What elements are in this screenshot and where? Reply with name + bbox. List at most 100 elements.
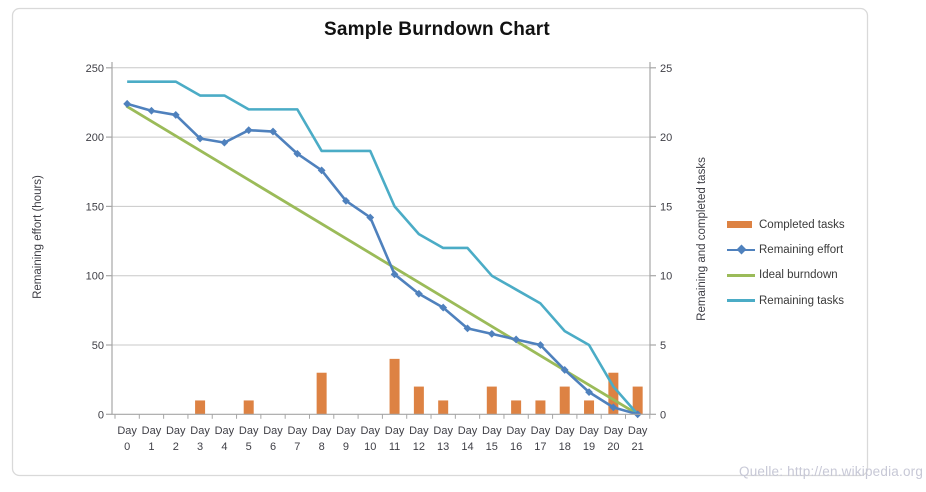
completed-tasks-bar — [389, 358, 400, 415]
legend-diamond-marker — [736, 244, 746, 255]
completed-tasks-bar — [608, 372, 619, 415]
x-axis-label: 15 — [486, 441, 498, 453]
x-axis-label: Day — [117, 425, 137, 437]
x-axis-label: Day — [433, 425, 453, 437]
remaining-effort-marker — [609, 403, 618, 412]
legend: Completed tasks Remaining effort Ideal bur… — [727, 212, 845, 313]
legend-label: Completed tasks — [759, 218, 845, 231]
legend-item-remaining-tasks: Remaining tasks — [727, 288, 845, 313]
x-axis-label: 18 — [559, 441, 571, 453]
x-axis-label: 2 — [173, 441, 179, 453]
x-axis-label: Day — [579, 425, 599, 437]
legend-item-remaining-effort: Remaining effort — [727, 237, 845, 262]
remaining-effort-marker — [414, 289, 423, 298]
remaining-effort-marker — [512, 335, 521, 344]
x-axis-label: 1 — [148, 441, 154, 453]
legend-label: Ideal burndown — [759, 269, 838, 282]
completed-tasks-bar — [632, 386, 643, 415]
x-axis-label: Day — [166, 425, 186, 437]
completed-tasks-bar — [438, 400, 449, 415]
remaining-effort-marker — [244, 126, 253, 135]
ideal-burndown-line — [125, 105, 640, 416]
x-axis-label: 20 — [607, 441, 619, 453]
remaining-effort-marker — [342, 196, 350, 205]
right-axis-tick-label: 25 — [660, 63, 672, 75]
completed-tasks-bar — [511, 400, 522, 415]
chart-frame — [11, 7, 869, 477]
right-axis-title: Remaining and completed tasks — [696, 157, 708, 321]
remaining-effort-marker — [196, 134, 204, 143]
completed-tasks-bar — [535, 400, 546, 415]
x-axis-label: Day — [190, 425, 210, 437]
x-axis-label: 0 — [124, 441, 130, 453]
remaining-effort-marker — [487, 330, 496, 338]
remaining-effort-marker — [366, 213, 375, 222]
completed-tasks-bar — [413, 386, 424, 415]
completed-tasks-bar — [584, 400, 595, 415]
legend-item-ideal-burndown: Ideal burndown — [727, 263, 845, 288]
right-axis-tick-label: 20 — [660, 132, 672, 144]
right-axis-tick-label: 15 — [660, 201, 672, 213]
x-axis-label: Day — [142, 425, 162, 437]
legend-label: Remaining effort — [759, 243, 844, 256]
x-axis-label: Day — [604, 425, 624, 437]
remaining-effort-marker — [390, 270, 399, 279]
x-axis-label: 16 — [510, 441, 522, 453]
x-axis-label: 11 — [389, 441, 400, 453]
x-axis-label: 8 — [319, 441, 325, 453]
left-axis-title: Remaining effort (hours) — [32, 175, 44, 299]
x-axis-label: 3 — [197, 441, 203, 453]
remaining-effort-marker — [269, 127, 277, 136]
left-axis-tick-label: 0 — [98, 409, 104, 421]
x-axis-label: Day — [215, 425, 235, 437]
left-axis-tick-label: 200 — [86, 132, 104, 144]
remaining-effort-marker — [171, 111, 180, 119]
x-axis-label: 6 — [270, 441, 276, 453]
right-axis-tick-label: 10 — [660, 271, 672, 283]
remaining-effort-marker — [123, 99, 132, 108]
completed-tasks-bar — [243, 400, 254, 415]
x-axis-label: Day — [482, 425, 502, 437]
legend-label: Remaining tasks — [759, 294, 845, 307]
x-axis-label: 21 — [632, 441, 644, 453]
x-axis-label: 9 — [343, 441, 349, 453]
x-axis-label: 5 — [246, 441, 252, 453]
x-axis-label: Day — [506, 425, 526, 437]
remaining-effort-marker — [293, 149, 302, 158]
legend-line-swatch — [727, 273, 755, 277]
legend-bar-swatch — [727, 221, 752, 229]
left-axis-tick-label: 250 — [86, 63, 104, 75]
completed-tasks-bar — [316, 372, 327, 415]
x-axis-label: 13 — [437, 441, 449, 453]
x-axis-label: Day — [555, 425, 575, 437]
left-axis-tick-label: 100 — [86, 271, 104, 283]
x-axis-label: Day — [239, 425, 259, 437]
legend-line-swatch — [727, 299, 755, 302]
x-axis-label: Day — [458, 425, 478, 437]
x-axis-label: Day — [263, 425, 283, 437]
x-axis-label: Day — [628, 425, 648, 437]
remaining-effort-marker — [317, 166, 326, 175]
x-axis-label: Day — [336, 425, 356, 437]
x-axis-label: Day — [385, 425, 405, 437]
right-axis-tick-label: 5 — [660, 340, 666, 352]
x-axis-label: 10 — [364, 441, 376, 453]
x-axis-label: Day — [360, 425, 380, 437]
chart-title: Sample Burndown Chart — [324, 19, 550, 40]
watermark-source-text: Quelle: http://en.wikipedia.org — [739, 464, 924, 479]
x-axis-label: 4 — [221, 441, 227, 453]
x-axis-label: 12 — [413, 441, 425, 453]
x-axis-label: Day — [409, 425, 429, 437]
remaining-effort-marker — [463, 324, 472, 333]
remaining-effort-marker — [560, 366, 569, 374]
remaining-effort-line — [126, 102, 639, 416]
left-axis-tick-label: 150 — [86, 201, 104, 213]
remaining-effort-marker — [439, 303, 448, 312]
remaining-effort-marker — [585, 388, 593, 397]
remaining-effort-marker — [220, 138, 229, 147]
left-axis-tick-label: 50 — [92, 340, 104, 352]
legend-item-completed-tasks: Completed tasks — [727, 212, 845, 237]
x-axis-label: 7 — [294, 441, 300, 453]
